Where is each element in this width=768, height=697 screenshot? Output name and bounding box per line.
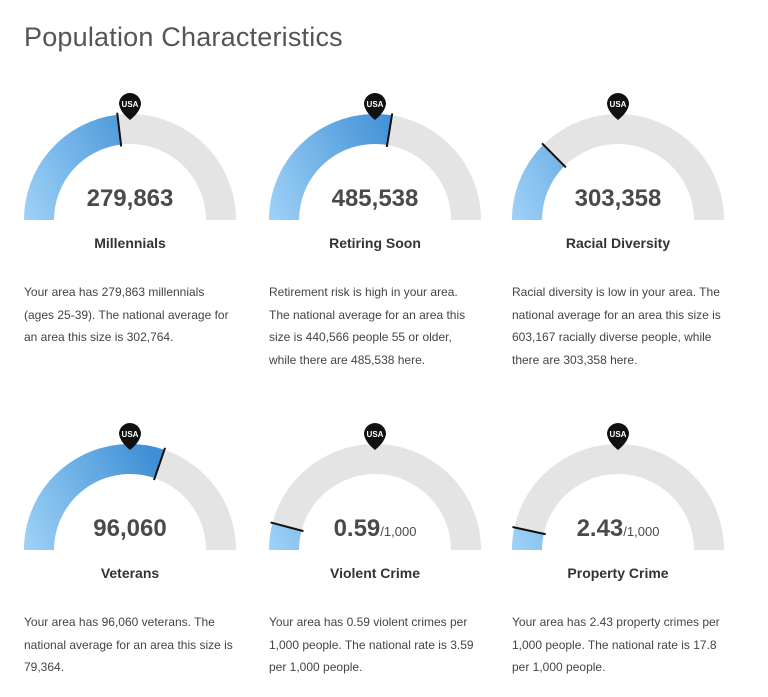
gauge-value: 279,863 [86, 185, 174, 212]
usa-pin-label: USA [610, 100, 627, 109]
usa-pin-icon: USA [119, 93, 141, 120]
page-title: Population Characteristics [24, 22, 343, 52]
usa-pin-label: USA [367, 100, 384, 109]
gauge-needle [541, 142, 567, 169]
gauge-description: Your area has 2.43 property crimes per 1… [512, 615, 720, 674]
gauge-fill [269, 114, 392, 221]
gauge-value: 485,538 [331, 185, 419, 212]
gauge-fill [24, 444, 165, 551]
gauge-needle [512, 526, 546, 536]
gauge-value: 96,060 [93, 515, 167, 542]
gauge-chart: USA [24, 93, 236, 221]
gauge-track [512, 444, 724, 551]
gauge-title: Property Crime [567, 565, 669, 581]
usa-pin-label: USA [122, 100, 139, 109]
gauge-needle [270, 521, 304, 533]
usa-pin-icon: USA [119, 423, 141, 450]
gauge-chart: USA [269, 423, 481, 551]
gauge-description: Your area has 0.59 violent crimes per 1,… [269, 615, 474, 674]
gauge-value: 303,358 [574, 185, 662, 212]
gauge-title: Millennials [94, 235, 166, 251]
usa-pin-icon: USA [607, 423, 629, 450]
gauge-unit: /1,000 [380, 524, 417, 539]
gauge-description: Your area has 279,863 millennials (ages … [24, 285, 229, 344]
usa-pin-label: USA [122, 430, 139, 439]
gauge-needle [153, 447, 166, 481]
gauge-chart: USA [24, 423, 236, 551]
gauge-chart: USA [512, 93, 724, 221]
gauge-value: 0.59/1,000 [333, 515, 417, 542]
usa-pin-icon: USA [607, 93, 629, 120]
gauge-fill [24, 114, 122, 221]
usa-pin-label: USA [367, 430, 384, 439]
gauge-description: Racial diversity is low in your area. Th… [512, 285, 721, 367]
usa-pin-icon: USA [364, 93, 386, 120]
gauge-track [269, 444, 481, 551]
usa-pin-icon: USA [364, 423, 386, 450]
gauge-chart: USA [269, 93, 481, 221]
gauge-title: Violent Crime [330, 565, 420, 581]
gauge-title: Racial Diversity [565, 235, 671, 251]
gauge-title: Veterans [100, 565, 160, 581]
gauge-needle [385, 113, 394, 148]
gauge-unit: /1,000 [623, 524, 660, 539]
gauge-title: Retiring Soon [329, 235, 421, 251]
usa-pin-label: USA [610, 430, 627, 439]
gauge-fill [512, 144, 565, 221]
gauge-description: Your area has 96,060 veterans. The natio… [24, 615, 233, 674]
gauge-chart: USA [511, 423, 724, 551]
gauge-description: Retirement risk is high in your area. Th… [269, 285, 466, 367]
gauge-needle [116, 112, 123, 147]
gauge-value: 2.43/1,000 [576, 515, 660, 542]
